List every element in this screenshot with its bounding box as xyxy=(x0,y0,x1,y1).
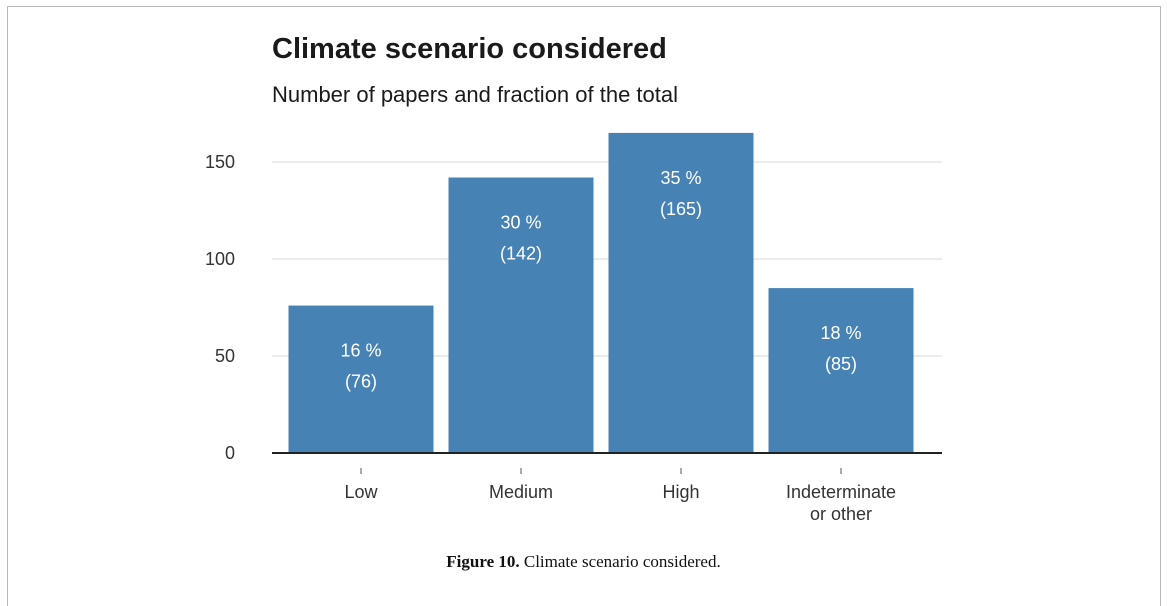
y-tick-label: 150 xyxy=(205,152,235,172)
bars: 16 % (76) 30 % (142) 35 % (165) 18 % (85) xyxy=(288,132,914,453)
bar xyxy=(288,305,434,453)
bar-chart: Climate scenario considered Number of pa… xyxy=(205,33,942,524)
bar-count-label: (76) xyxy=(345,372,377,392)
bar-percent-label: 16 % xyxy=(340,341,381,361)
bar-count-label: (165) xyxy=(660,199,702,219)
x-tick-label: or other xyxy=(810,504,872,524)
chart-title: Climate scenario considered xyxy=(272,33,667,65)
x-tick-label: Low xyxy=(344,482,378,502)
figure-frame xyxy=(7,6,1161,606)
bar-percent-label: 18 % xyxy=(820,323,861,343)
y-tick-label: 0 xyxy=(225,443,235,463)
x-tick-label: Medium xyxy=(489,482,553,502)
bar-count-label: (85) xyxy=(825,354,857,374)
bar-count-label: (142) xyxy=(500,244,542,264)
caption-text: Climate scenario considered. xyxy=(523,552,721,571)
caption-label: Figure 10. xyxy=(446,552,520,571)
x-tick-label: High xyxy=(662,482,699,502)
bar-percent-label: 35 % xyxy=(660,168,701,188)
chart-subtitle: Number of papers and fraction of the tot… xyxy=(272,82,678,107)
y-tick-label: 50 xyxy=(215,346,235,366)
bar-percent-label: 30 % xyxy=(500,213,541,233)
y-tick-label: 100 xyxy=(205,249,235,269)
bar xyxy=(608,132,754,453)
bar xyxy=(448,177,594,453)
x-tick-label: Indeterminate xyxy=(786,482,896,502)
bar xyxy=(768,288,914,453)
figure-caption: Figure 10. Climate scenario considered. xyxy=(0,552,1167,572)
